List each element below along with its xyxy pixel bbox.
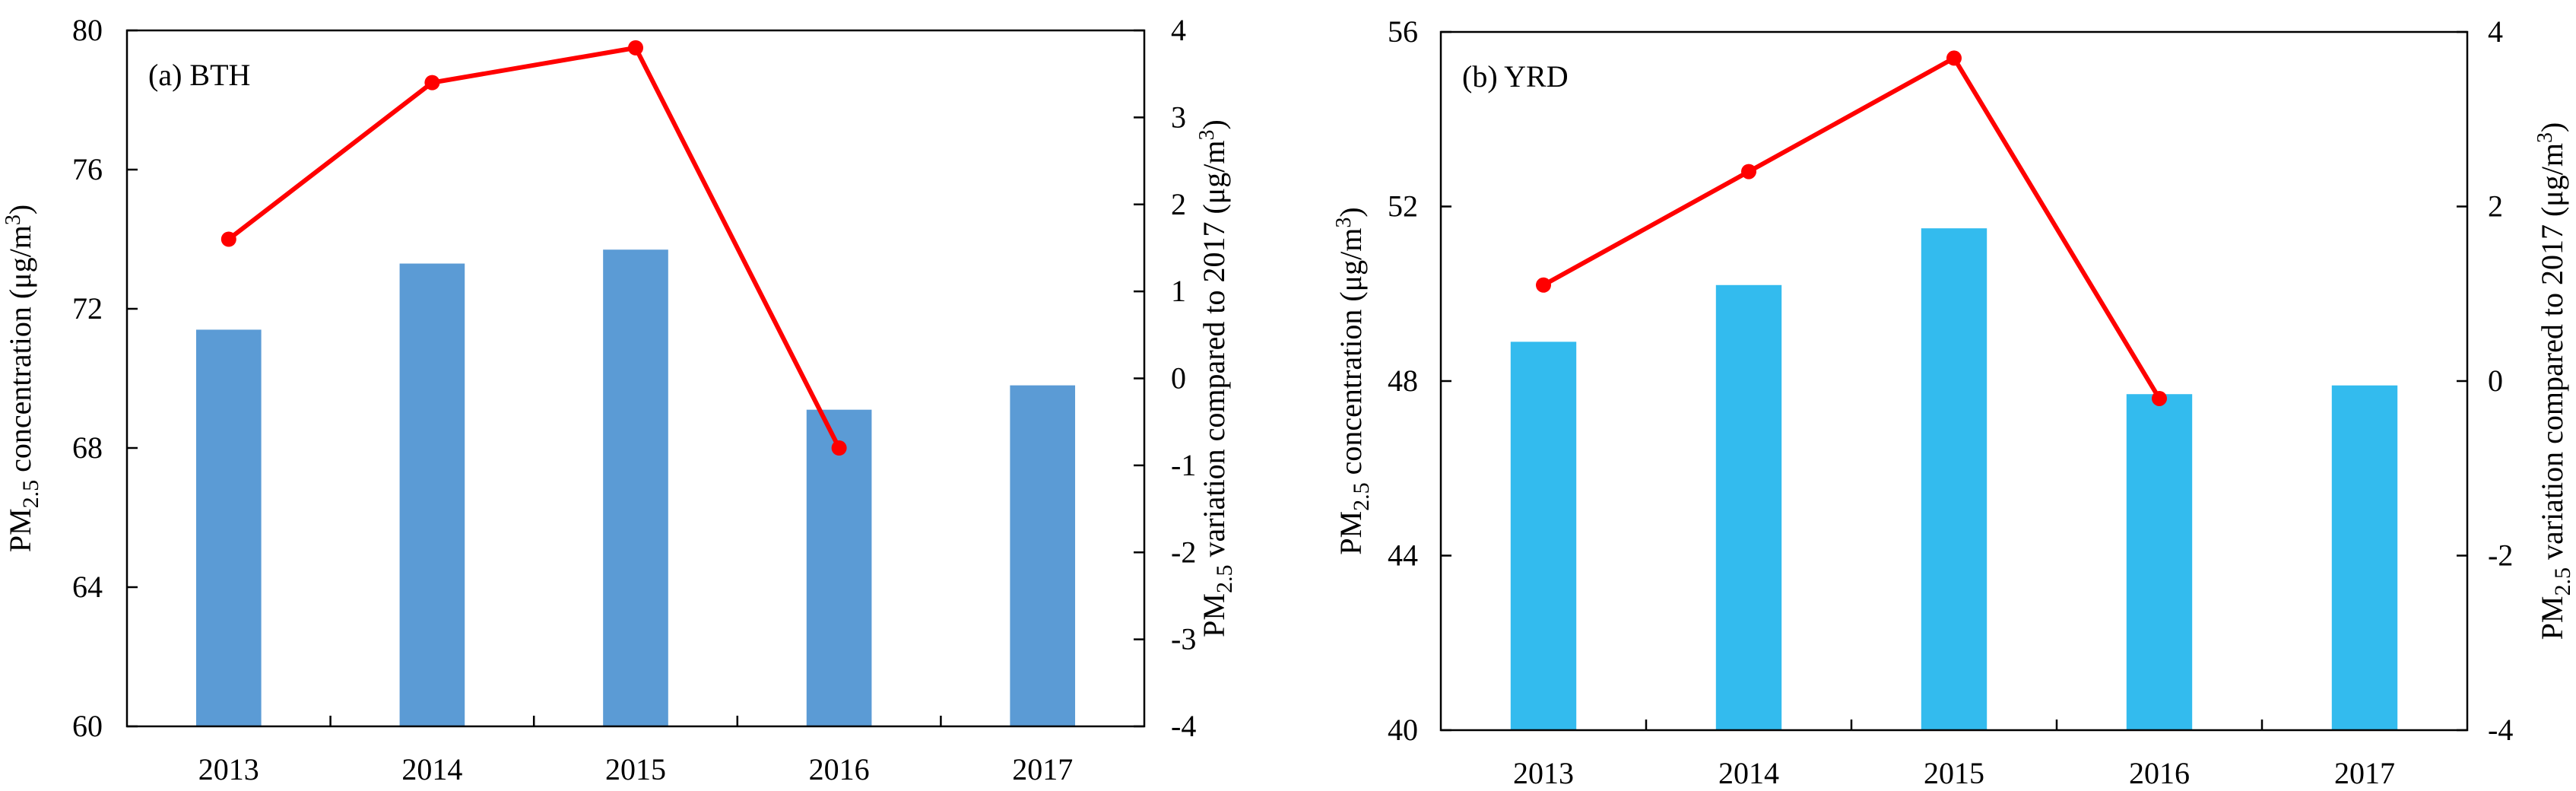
bar-2015 — [1921, 228, 1988, 730]
variation-line — [227, 45, 842, 450]
variation-line — [1542, 56, 2162, 400]
panel-label: (a) BTH — [148, 58, 250, 92]
bar-2016 — [2126, 394, 2193, 730]
variation-point-2016 — [2152, 390, 2167, 406]
left-tick-label: 44 — [1388, 538, 1418, 573]
right-tick-label: -2 — [2488, 538, 2513, 573]
right-tick-label: -2 — [1171, 535, 1196, 569]
left-tick-label: 60 — [72, 709, 103, 743]
y-axis-title-right: PM2.5 variation compared to 2017 (μg/m3) — [2533, 122, 2575, 640]
bar-2014 — [399, 263, 465, 726]
x-tick-label: 2016 — [2129, 756, 2190, 790]
bar-2013 — [1510, 341, 1577, 730]
variation-point-2013 — [1536, 277, 1551, 293]
x-tick-label: 2017 — [1012, 752, 1073, 786]
left-tick-label: 64 — [72, 570, 103, 604]
y-axis-title-left: PM2.5 concentration (μg/m3) — [2, 205, 43, 552]
variation-point-2015 — [628, 40, 643, 56]
right-tick-label: 2 — [2488, 189, 2503, 224]
bar-2017 — [1010, 385, 1076, 726]
variation-point-2016 — [831, 440, 847, 456]
variation-point-2013 — [220, 231, 236, 247]
x-tick-label: 2015 — [1924, 756, 1984, 790]
right-tick-label: 1 — [1171, 274, 1186, 308]
bar-2017 — [2331, 385, 2398, 730]
x-tick-label: 2013 — [198, 752, 259, 786]
x-tick-label: 2017 — [2334, 756, 2395, 790]
left-tick-label: 48 — [1388, 364, 1418, 398]
right-tick-label: 0 — [1171, 361, 1186, 396]
left-tick-label: 80 — [72, 13, 103, 47]
left-tick-label: 76 — [72, 152, 103, 186]
variation-point-2014 — [1741, 164, 1756, 179]
panel-label: (b) YRD — [1462, 59, 1569, 94]
chart-panel-yrd: 40 44 48 52 56 -4 -2 0 2 4 2013 2014 2015 2016 2017 (b)… — [1332, 14, 2575, 790]
left-tick-label: 56 — [1388, 14, 1418, 49]
bar-2013 — [195, 329, 262, 726]
x-tick-label: 2014 — [401, 752, 462, 786]
x-tick-label: 2016 — [809, 752, 870, 786]
bar-2015 — [603, 249, 668, 727]
right-tick-label: 2 — [1171, 187, 1186, 221]
variation-point-2015 — [1946, 50, 1962, 66]
y-axis-title-right: PM2.5 variation compared to 2017 (μg/m3) — [1195, 119, 1237, 637]
right-tick-label: 4 — [2488, 14, 2503, 49]
right-tick-label: 4 — [1171, 13, 1186, 47]
x-tick-label: 2015 — [605, 752, 666, 786]
right-tick-label: -4 — [2488, 713, 2513, 747]
variation-point-2014 — [424, 75, 440, 91]
chart-panel-bth: 60 64 68 72 76 80 -4 -3 -2 -1 0 1 2 3 4 2013 2014 2015 201… — [2, 13, 1237, 786]
left-tick-label: 52 — [1388, 189, 1418, 224]
left-tick-label: 40 — [1388, 713, 1418, 747]
x-tick-label: 2013 — [1513, 756, 1574, 790]
right-tick-label: -1 — [1171, 448, 1196, 482]
right-tick-label: -3 — [1171, 622, 1196, 656]
left-tick-label: 68 — [72, 430, 103, 465]
y-axis-title-left: PM2.5 concentration (μg/m3) — [1332, 207, 1374, 554]
right-tick-label: -4 — [1171, 709, 1196, 743]
left-tick-label: 72 — [72, 291, 103, 326]
right-tick-label: 0 — [2488, 364, 2503, 398]
bar-2016 — [806, 409, 872, 726]
right-tick-label: 3 — [1171, 100, 1186, 134]
bar-2014 — [1715, 284, 1782, 730]
x-tick-label: 2014 — [1718, 756, 1779, 790]
